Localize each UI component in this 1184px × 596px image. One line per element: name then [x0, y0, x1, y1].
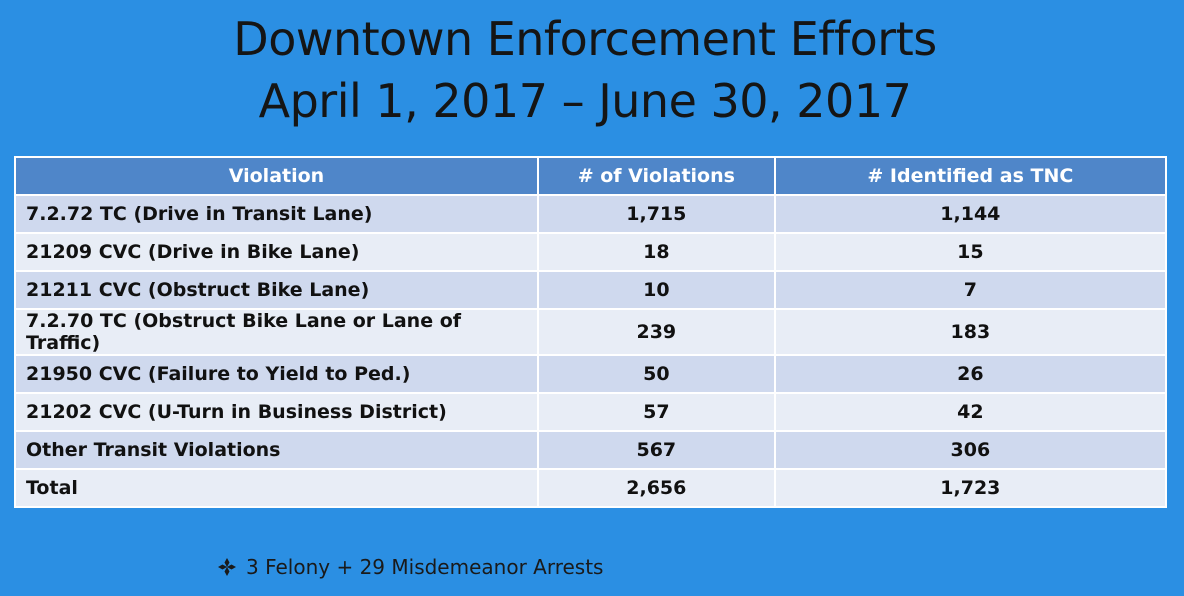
count-cell: 306 — [773, 430, 1168, 470]
column-header: Violation — [14, 156, 539, 196]
violation-cell: Other Transit Violations — [14, 430, 539, 470]
column-header: # of Violations — [536, 156, 776, 196]
count-cell: 1,723 — [773, 468, 1168, 508]
table-body: 7.2.72 TC (Drive in Transit Lane) 1,715 1,… — [14, 194, 1168, 508]
count-cell: 239 — [536, 308, 776, 356]
table-row: 21209 CVC (Drive in Bike Lane) 18 15 — [14, 232, 1168, 272]
count-cell: 10 — [536, 270, 776, 310]
count-cell: 15 — [773, 232, 1168, 272]
note-text: 3 Felony + 29 Misdemeanor Arrests — [246, 555, 604, 579]
count-cell: 7 — [773, 270, 1168, 310]
violation-cell: 7.2.72 TC (Drive in Transit Lane) — [14, 194, 539, 234]
violation-cell: 21202 CVC (U-Turn in Business District) — [14, 392, 539, 432]
column-header: # Identified as TNC — [773, 156, 1168, 196]
table-row: 7.2.70 TC (Obstruct Bike Lane or Lane of… — [14, 308, 1168, 356]
table-row: 21950 CVC (Failure to Yield to Ped.) 50 26 — [14, 354, 1168, 394]
violation-cell: 21211 CVC (Obstruct Bike Lane) — [14, 270, 539, 310]
violation-cell: 21950 CVC (Failure to Yield to Ped.) — [14, 354, 539, 394]
table-row: 21211 CVC (Obstruct Bike Lane) 10 7 — [14, 270, 1168, 310]
count-cell: 26 — [773, 354, 1168, 394]
violation-cell: 21209 CVC (Drive in Bike Lane) — [14, 232, 539, 272]
violations-table: Violation # of Violations # Identified as … — [14, 156, 1168, 508]
subtitle: April 1, 2017 – June 30, 2017 — [258, 74, 912, 128]
title: Downtown Enforcement Efforts — [233, 12, 937, 66]
count-cell: 1,144 — [773, 194, 1168, 234]
count-cell: 50 — [536, 354, 776, 394]
violation-cell: Total — [14, 468, 539, 508]
count-cell: 567 — [536, 430, 776, 470]
table-row: Other Transit Violations 567 306 — [14, 430, 1168, 470]
count-cell: 183 — [773, 308, 1168, 356]
count-cell: 1,715 — [536, 194, 776, 234]
violation-cell: 7.2.70 TC (Obstruct Bike Lane or Lane of… — [14, 308, 539, 356]
count-cell: 42 — [773, 392, 1168, 432]
note: 3 Felony + 29 Misdemeanor Arrests — [218, 555, 603, 579]
bullet-icon — [218, 558, 236, 576]
table-row: 21202 CVC (U-Turn in Business District) 5… — [14, 392, 1168, 432]
count-cell: 57 — [536, 392, 776, 432]
table-row: 7.2.72 TC (Drive in Transit Lane) 1,715 1,… — [14, 194, 1168, 234]
count-cell: 2,656 — [536, 468, 776, 508]
header-row: Violation # of Violations # Identified as … — [14, 156, 1168, 196]
table-row: Total 2,656 1,723 — [14, 468, 1168, 508]
count-cell: 18 — [536, 232, 776, 272]
